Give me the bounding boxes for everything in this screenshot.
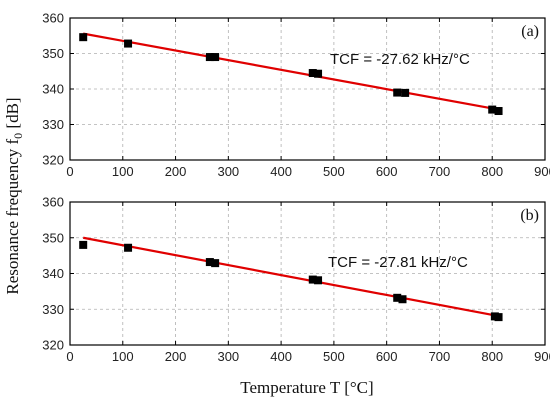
plot-frame [69,17,546,161]
x-tick-label: 800 [481,164,503,179]
x-tick-label: 200 [165,349,187,364]
y-tick-label: 320 [42,338,64,353]
x-tick-label: 600 [376,349,398,364]
x-tick-label: 300 [217,164,239,179]
y-axis-title-sub: 0 [11,133,25,139]
x-axis-title: Temperature T [°C] [240,378,373,397]
plot-frame [69,201,546,346]
fit-line [82,32,499,111]
y-axis-title-main: Resonance frequency f [3,138,22,294]
x-tick-label: 600 [376,164,398,179]
data-point [211,53,220,62]
x-tick-label: 100 [112,164,134,179]
y-tick-label: 330 [42,302,64,317]
x-tick-label: 500 [323,164,345,179]
data-point [124,243,133,252]
tcf-annotation: TCF = -27.62 kHz/°C [330,51,470,68]
y-axis-title: Resonance frequency f0 [dB] [3,97,25,294]
x-tick-label: 700 [429,349,451,364]
data-point [314,276,323,285]
data-point [398,295,407,304]
panel-label: (b) [520,207,539,224]
data-point [308,69,317,78]
data-point [494,313,503,322]
x-tick-label: 100 [112,349,134,364]
data-point [79,240,88,249]
x-tick-label: 300 [217,349,239,364]
panel-label: (a) [521,23,539,40]
data-point [494,107,503,116]
x-tick-label: 0 [66,349,73,364]
data-point [124,39,133,48]
y-tick-label: 320 [42,153,64,168]
data-point [79,33,88,42]
data-point [401,88,410,97]
x-tick-label: 900 [534,164,550,179]
y-tick-label: 350 [42,230,64,245]
y-tick-label: 330 [42,117,64,132]
fit-line [82,236,499,318]
y-axis-title-unit: [dB] [3,97,22,132]
y-tick-label: 360 [42,195,64,210]
y-tick-label: 360 [42,11,64,26]
x-tick-label: 400 [270,349,292,364]
x-tick-label: 900 [534,349,550,364]
data-point [393,88,402,97]
x-tick-label: 0 [66,164,73,179]
x-tick-label: 200 [165,164,187,179]
data-point [314,69,323,78]
y-tick-label: 350 [42,46,64,61]
panel-b: 0 100 200 300 400 500 600 700 800 900 320 330 340 350… [42,195,550,365]
data-point [393,293,402,302]
x-tick-label: 700 [429,164,451,179]
x-tick-label: 400 [270,164,292,179]
data-point [488,105,497,114]
panel-a: 0 100 200 300 400 500 600 700 800 900 320 330 340 350… [42,11,550,180]
data-point [205,258,214,267]
tcf-annotation: TCF = -27.81 kHz/°C [328,254,468,271]
y-tick-label: 340 [42,82,64,97]
data-point [211,259,220,268]
y-tick-label: 340 [42,266,64,281]
data-point [205,53,214,62]
x-tick-label: 800 [481,349,503,364]
data-point [308,275,317,284]
x-tick-label: 500 [323,349,345,364]
